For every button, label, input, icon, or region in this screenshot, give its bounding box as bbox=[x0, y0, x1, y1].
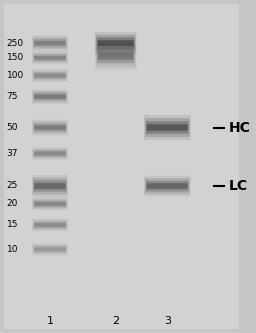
FancyBboxPatch shape bbox=[33, 244, 67, 254]
FancyBboxPatch shape bbox=[34, 221, 66, 228]
FancyBboxPatch shape bbox=[32, 175, 68, 197]
Bar bbox=[98, 54, 133, 55]
Text: 10: 10 bbox=[6, 245, 18, 254]
FancyBboxPatch shape bbox=[95, 42, 136, 70]
FancyBboxPatch shape bbox=[32, 147, 68, 160]
FancyBboxPatch shape bbox=[34, 152, 66, 156]
Text: 20: 20 bbox=[6, 199, 18, 208]
Bar bbox=[98, 55, 133, 56]
FancyBboxPatch shape bbox=[32, 35, 68, 51]
FancyBboxPatch shape bbox=[144, 175, 191, 196]
FancyBboxPatch shape bbox=[33, 220, 67, 230]
FancyBboxPatch shape bbox=[33, 121, 67, 134]
Bar bbox=[98, 45, 133, 46]
FancyBboxPatch shape bbox=[32, 218, 68, 231]
Text: 15: 15 bbox=[6, 220, 18, 229]
Text: 250: 250 bbox=[6, 39, 24, 48]
FancyBboxPatch shape bbox=[97, 38, 135, 49]
FancyBboxPatch shape bbox=[32, 51, 68, 64]
FancyBboxPatch shape bbox=[34, 247, 66, 251]
Bar bbox=[98, 57, 133, 58]
FancyBboxPatch shape bbox=[34, 41, 66, 45]
FancyBboxPatch shape bbox=[97, 49, 135, 63]
FancyBboxPatch shape bbox=[146, 121, 189, 134]
Text: HC: HC bbox=[228, 121, 250, 135]
FancyBboxPatch shape bbox=[34, 183, 66, 189]
FancyBboxPatch shape bbox=[146, 181, 189, 191]
FancyBboxPatch shape bbox=[34, 95, 66, 99]
Text: LC: LC bbox=[228, 179, 248, 193]
Text: 1: 1 bbox=[46, 316, 54, 326]
FancyBboxPatch shape bbox=[34, 56, 66, 60]
FancyBboxPatch shape bbox=[33, 149, 67, 159]
FancyBboxPatch shape bbox=[34, 200, 66, 207]
Bar bbox=[98, 51, 133, 52]
Text: 150: 150 bbox=[6, 53, 24, 62]
Bar bbox=[98, 59, 133, 60]
FancyBboxPatch shape bbox=[144, 115, 191, 140]
FancyBboxPatch shape bbox=[34, 150, 66, 157]
Bar bbox=[98, 50, 133, 51]
Bar bbox=[98, 62, 133, 63]
Bar bbox=[98, 48, 133, 49]
Bar bbox=[98, 52, 133, 53]
FancyBboxPatch shape bbox=[33, 177, 67, 194]
FancyBboxPatch shape bbox=[34, 180, 66, 191]
FancyBboxPatch shape bbox=[145, 178, 190, 194]
Text: 2: 2 bbox=[112, 316, 119, 326]
Bar bbox=[98, 49, 133, 50]
FancyBboxPatch shape bbox=[33, 53, 67, 63]
FancyBboxPatch shape bbox=[32, 120, 68, 136]
Text: 25: 25 bbox=[6, 181, 18, 190]
FancyBboxPatch shape bbox=[98, 40, 134, 46]
FancyBboxPatch shape bbox=[33, 91, 67, 102]
FancyBboxPatch shape bbox=[32, 89, 68, 104]
FancyBboxPatch shape bbox=[33, 71, 67, 81]
FancyBboxPatch shape bbox=[34, 54, 66, 61]
FancyBboxPatch shape bbox=[96, 46, 135, 67]
FancyBboxPatch shape bbox=[33, 37, 67, 49]
Bar bbox=[98, 47, 133, 48]
Text: 100: 100 bbox=[6, 71, 24, 80]
FancyBboxPatch shape bbox=[32, 69, 68, 82]
FancyBboxPatch shape bbox=[34, 123, 66, 132]
Bar bbox=[98, 56, 133, 57]
FancyBboxPatch shape bbox=[34, 202, 66, 206]
FancyBboxPatch shape bbox=[98, 53, 134, 60]
FancyBboxPatch shape bbox=[147, 183, 188, 189]
FancyBboxPatch shape bbox=[34, 39, 66, 47]
Text: 50: 50 bbox=[6, 123, 18, 132]
FancyBboxPatch shape bbox=[95, 32, 136, 54]
Bar bbox=[98, 61, 133, 62]
FancyBboxPatch shape bbox=[34, 74, 66, 78]
FancyBboxPatch shape bbox=[147, 124, 188, 131]
Bar bbox=[98, 44, 133, 45]
Text: 75: 75 bbox=[6, 92, 18, 101]
FancyBboxPatch shape bbox=[34, 72, 66, 79]
FancyBboxPatch shape bbox=[145, 118, 190, 137]
FancyBboxPatch shape bbox=[34, 93, 66, 101]
Bar bbox=[98, 53, 133, 54]
Text: 37: 37 bbox=[6, 149, 18, 158]
FancyBboxPatch shape bbox=[34, 125, 66, 130]
FancyBboxPatch shape bbox=[96, 35, 135, 52]
FancyBboxPatch shape bbox=[32, 197, 68, 210]
Bar bbox=[98, 58, 133, 59]
FancyBboxPatch shape bbox=[33, 199, 67, 209]
FancyBboxPatch shape bbox=[34, 223, 66, 227]
Bar bbox=[98, 46, 133, 47]
FancyBboxPatch shape bbox=[34, 246, 66, 253]
FancyBboxPatch shape bbox=[32, 243, 68, 256]
Text: 3: 3 bbox=[164, 316, 171, 326]
Bar bbox=[98, 60, 133, 61]
